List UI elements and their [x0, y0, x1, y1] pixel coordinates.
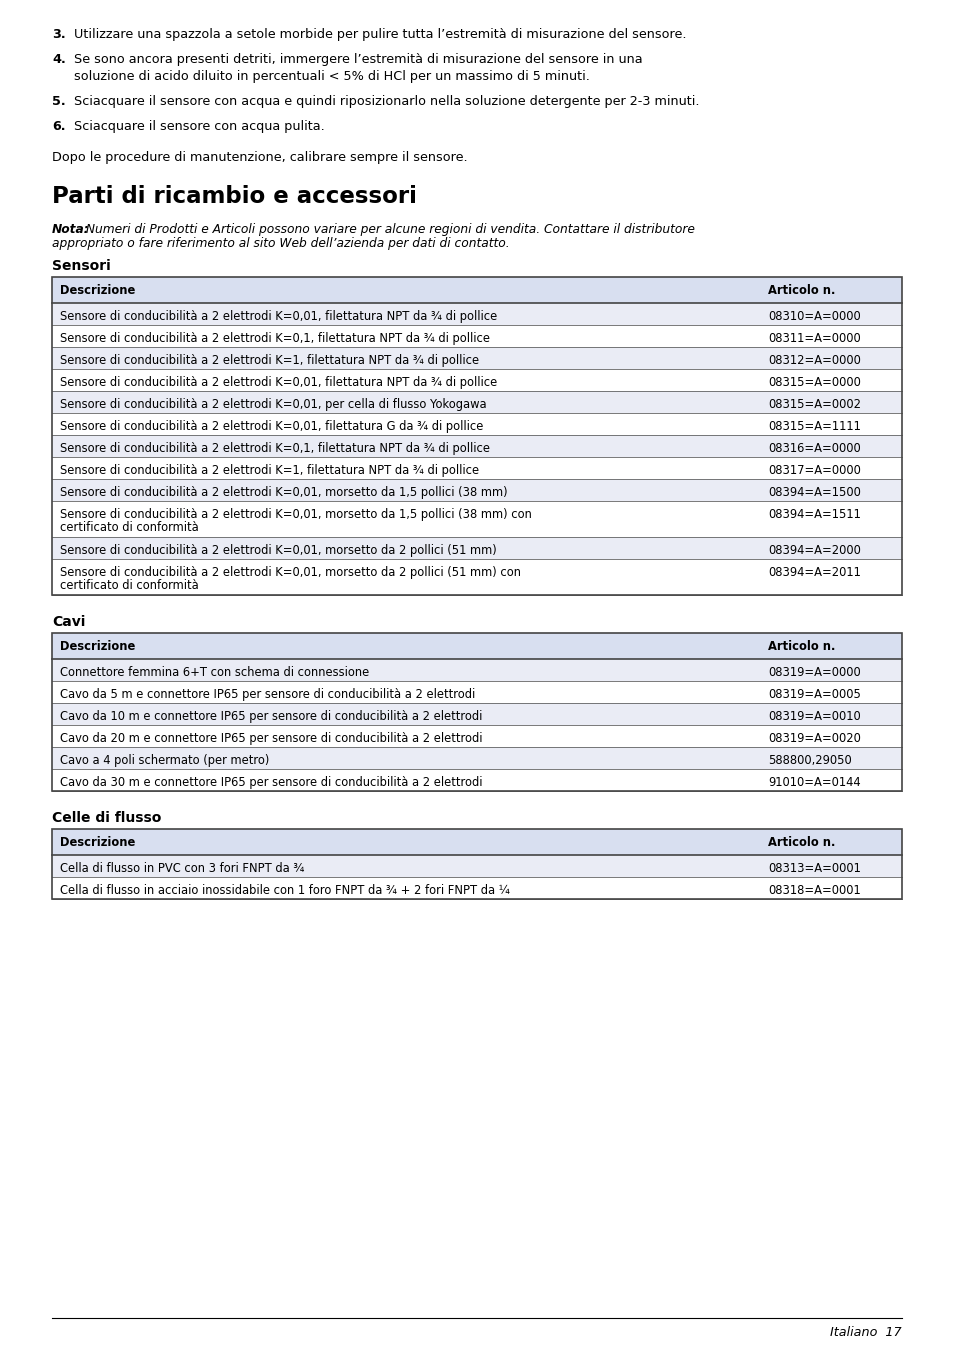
Text: 08315=A=0002: 08315=A=0002 [767, 398, 861, 412]
Text: 91010=A=0144: 91010=A=0144 [767, 776, 860, 789]
Text: Dopo le procedure di manutenzione, calibrare sempre il sensore.: Dopo le procedure di manutenzione, calib… [52, 152, 467, 164]
Bar [52, 659, 901, 681]
Text: Sensore di conducibilità a 2 elettrodi K=0,01, filettatura NPT da ¾ di pollice: Sensore di conducibilità a 2 elettrodi K… [60, 376, 497, 389]
Text: Articolo n.: Articolo n. [767, 640, 835, 653]
Text: Numeri di Prodotti e Articoli possono variare per alcune regioni di vendita. Con: Numeri di Prodotti e Articoli possono va… [82, 223, 694, 236]
Text: Celle di flusso: Celle di flusso [52, 811, 161, 825]
Text: 08319=A=0020: 08319=A=0020 [767, 733, 860, 745]
Text: Sensore di conducibilità a 2 elettrodi K=0,01, morsetto da 2 pollici (51 mm) con: Sensore di conducibilità a 2 elettrodi K… [60, 566, 520, 580]
Bar [52, 303, 901, 325]
Text: 08394=A=1500: 08394=A=1500 [767, 486, 860, 500]
Text: Sensore di conducibilità a 2 elettrodi K=0,01, morsetto da 1,5 pollici (38 mm): Sensore di conducibilità a 2 elettrodi K… [60, 486, 507, 500]
Text: 08311=A=0000: 08311=A=0000 [767, 332, 860, 345]
Text: 08316=A=0000: 08316=A=0000 [767, 441, 860, 455]
Bar [52, 559, 901, 594]
Bar [52, 370, 901, 391]
Text: Sensore di conducibilità a 2 elettrodi K=1, filettatura NPT da ¾ di pollice: Sensore di conducibilità a 2 elettrodi K… [60, 464, 478, 477]
Text: Cella di flusso in acciaio inossidabile con 1 foro FNPT da ¾ + 2 fori FNPT da ¼: Cella di flusso in acciaio inossidabile … [60, 884, 509, 896]
Bar [52, 538, 901, 559]
Bar [52, 391, 901, 413]
Text: 6.: 6. [52, 121, 66, 133]
Bar [52, 747, 901, 769]
Text: Articolo n.: Articolo n. [767, 835, 835, 849]
Text: Sensore di conducibilità a 2 elettrodi K=0,1, filettatura NPT da ¾ di pollice: Sensore di conducibilità a 2 elettrodi K… [60, 441, 490, 455]
Text: Sciacquare il sensore con acqua e quindi riposizionarlo nella soluzione detergen: Sciacquare il sensore con acqua e quindi… [74, 95, 699, 108]
Text: Connettore femmina 6+T con schema di connessione: Connettore femmina 6+T con schema di con… [60, 666, 369, 678]
Bar [52, 413, 901, 435]
Text: appropriato o fare riferimento al sito Web dell’azienda per dati di contatto.: appropriato o fare riferimento al sito W… [52, 237, 509, 250]
Bar [52, 501, 901, 538]
Bar [52, 347, 901, 370]
Bar [52, 829, 901, 899]
Text: Cavo da 10 m e connettore IP65 per sensore di conducibilità a 2 elettrodi: Cavo da 10 m e connettore IP65 per senso… [60, 709, 482, 723]
Text: soluzione di acido diluito in percentuali < 5% di HCl per un massimo di 5 minuti: soluzione di acido diluito in percentual… [74, 70, 589, 83]
Text: Sensore di conducibilità a 2 elettrodi K=1, filettatura NPT da ¾ di pollice: Sensore di conducibilità a 2 elettrodi K… [60, 353, 478, 367]
Bar [52, 278, 901, 594]
Text: 08315=A=1111: 08315=A=1111 [767, 420, 860, 433]
Bar [52, 634, 901, 659]
Text: Se sono ancora presenti detriti, immergere l’estremità di misurazione del sensor: Se sono ancora presenti detriti, immerge… [74, 53, 642, 66]
Bar [52, 634, 901, 791]
Text: Descrizione: Descrizione [60, 284, 135, 297]
Bar [52, 278, 901, 594]
Bar [52, 724, 901, 747]
Text: 08315=A=0000: 08315=A=0000 [767, 376, 860, 389]
Text: Sensore di conducibilità a 2 elettrodi K=0,01, filettatura NPT da ¾ di pollice: Sensore di conducibilità a 2 elettrodi K… [60, 310, 497, 324]
Text: Sensore di conducibilità a 2 elettrodi K=0,1, filettatura NPT da ¾ di pollice: Sensore di conducibilità a 2 elettrodi K… [60, 332, 490, 345]
Text: Sensore di conducibilità a 2 elettrodi K=0,01, morsetto da 1,5 pollici (38 mm) c: Sensore di conducibilità a 2 elettrodi K… [60, 508, 532, 521]
Text: 08312=A=0000: 08312=A=0000 [767, 353, 860, 367]
Text: Cavo da 5 m e connettore IP65 per sensore di conducibilità a 2 elettrodi: Cavo da 5 m e connettore IP65 per sensor… [60, 688, 475, 701]
Text: 4.: 4. [52, 53, 66, 66]
Text: Articolo n.: Articolo n. [767, 284, 835, 297]
Bar [52, 703, 901, 724]
Text: Italiano  17: Italiano 17 [829, 1326, 901, 1339]
Text: certificato di conformità: certificato di conformità [60, 580, 198, 592]
Bar [52, 435, 901, 458]
Text: 08319=A=0010: 08319=A=0010 [767, 709, 860, 723]
Bar [52, 634, 901, 791]
Text: 08319=A=0005: 08319=A=0005 [767, 688, 860, 701]
Text: Nota:: Nota: [52, 223, 90, 236]
Bar [52, 479, 901, 501]
Bar [52, 278, 901, 303]
Bar [52, 877, 901, 899]
Bar [52, 829, 901, 854]
Text: Cavo a 4 poli schermato (per metro): Cavo a 4 poli schermato (per metro) [60, 754, 269, 766]
Bar [52, 854, 901, 877]
Text: Sensore di conducibilità a 2 elettrodi K=0,01, per cella di flusso Yokogawa: Sensore di conducibilità a 2 elettrodi K… [60, 398, 486, 412]
Text: 5.: 5. [52, 95, 66, 108]
Text: Sciacquare il sensore con acqua pulita.: Sciacquare il sensore con acqua pulita. [74, 121, 324, 133]
Text: 08319=A=0000: 08319=A=0000 [767, 666, 860, 678]
Bar [52, 829, 901, 899]
Text: 08313=A=0001: 08313=A=0001 [767, 862, 860, 875]
Text: Descrizione: Descrizione [60, 835, 135, 849]
Text: 08394=A=1511: 08394=A=1511 [767, 508, 860, 521]
Text: Parti di ricambio e accessori: Parti di ricambio e accessori [52, 185, 416, 209]
Text: Cavo da 20 m e connettore IP65 per sensore di conducibilità a 2 elettrodi: Cavo da 20 m e connettore IP65 per senso… [60, 733, 482, 745]
Text: Sensore di conducibilità a 2 elettrodi K=0,01, filettatura G da ¾ di pollice: Sensore di conducibilità a 2 elettrodi K… [60, 420, 483, 433]
Bar [52, 458, 901, 479]
Text: Utilizzare una spazzola a setole morbide per pulire tutta l’estremità di misuraz: Utilizzare una spazzola a setole morbide… [74, 28, 686, 41]
Text: 3.: 3. [52, 28, 66, 41]
Text: 588800,29050: 588800,29050 [767, 754, 851, 766]
Text: Cavi: Cavi [52, 615, 85, 630]
Bar [52, 681, 901, 703]
Text: 08394=A=2011: 08394=A=2011 [767, 566, 860, 580]
Text: 08318=A=0001: 08318=A=0001 [767, 884, 860, 896]
Text: 08317=A=0000: 08317=A=0000 [767, 464, 860, 477]
Text: 08394=A=2000: 08394=A=2000 [767, 544, 860, 556]
Bar [52, 325, 901, 347]
Text: Sensore di conducibilità a 2 elettrodi K=0,01, morsetto da 2 pollici (51 mm): Sensore di conducibilità a 2 elettrodi K… [60, 544, 497, 556]
Text: Cavo da 30 m e connettore IP65 per sensore di conducibilità a 2 elettrodi: Cavo da 30 m e connettore IP65 per senso… [60, 776, 482, 789]
Text: Cella di flusso in PVC con 3 fori FNPT da ¾: Cella di flusso in PVC con 3 fori FNPT d… [60, 862, 304, 875]
Text: certificato di conformità: certificato di conformità [60, 521, 198, 533]
Bar [52, 769, 901, 791]
Text: 08310=A=0000: 08310=A=0000 [767, 310, 860, 324]
Text: Descrizione: Descrizione [60, 640, 135, 653]
Text: Sensori: Sensori [52, 259, 111, 274]
